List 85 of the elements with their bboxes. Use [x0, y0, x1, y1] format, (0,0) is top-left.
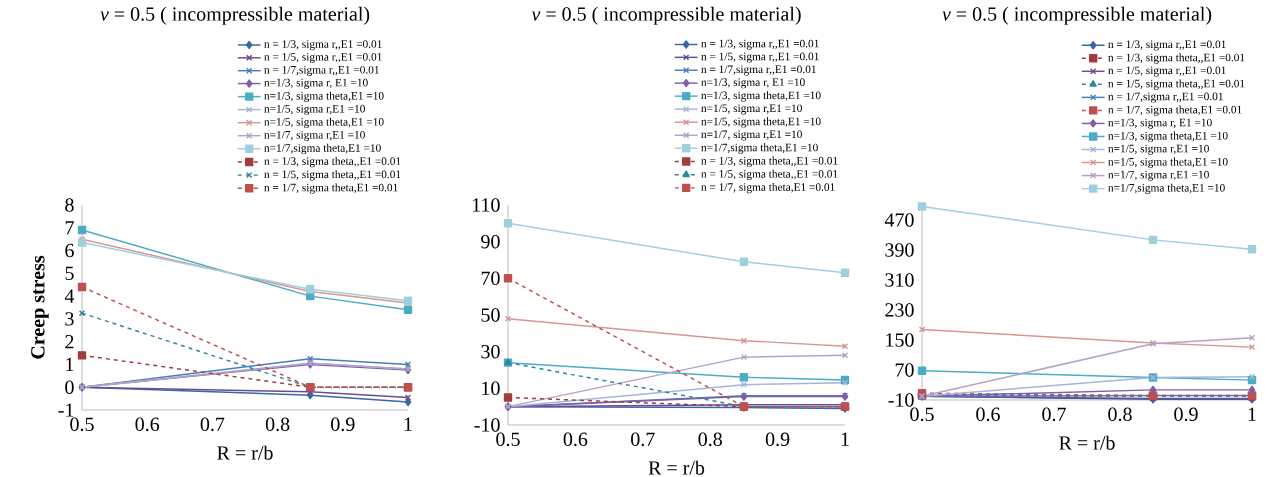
- x-tick-label: 0.8: [1108, 407, 1132, 422]
- x-tick-label: 0.6: [563, 432, 588, 447]
- x-tick-label: 0.7: [631, 432, 655, 447]
- legend-label: n = 1/5, sigma theta,,E1 =0.01: [264, 170, 401, 181]
- legend-label: n=1/3, sigma theta,E1 =10: [264, 91, 384, 102]
- legend-label: n=1/5, sigma theta,E1 =10: [264, 117, 384, 129]
- legend-label: n=1/5, sigma theta,E1 =10: [1108, 157, 1228, 168]
- legend-label: n=1/3, sigma r, E1 =10: [1108, 118, 1212, 129]
- x-axis-title: R = r/b: [217, 445, 273, 460]
- y-tick-label: 0: [65, 380, 74, 394]
- chart-title: v = 0.5 ( incompressible material): [100, 6, 370, 25]
- legend-label: n=1/7,sigma theta,E1 =10: [701, 143, 818, 154]
- y-axis-title: Creep stress: [31, 255, 49, 359]
- x-tick-label: 0.6: [976, 407, 1000, 422]
- legend-label: n=1/7,sigma theta,E1 =10: [264, 143, 381, 155]
- x-tick-label: 0.9: [1174, 407, 1198, 422]
- legend-label: n = 1/7, sigma theta,E1 =0.01: [701, 182, 835, 194]
- legend-label: n = 1/3, sigma r,,E1 =0.01: [264, 40, 382, 51]
- legend-label: n = 1/3, sigma theta,,E1 =0.01: [1108, 53, 1245, 64]
- x-axis-title: R = r/b: [648, 460, 705, 475]
- legend-label: n = 1/7,sigma r,,E1 =0.01: [264, 65, 379, 76]
- chart-title: v = 0.5 ( incompressible material): [531, 6, 801, 25]
- legend-label: n = 1/3, sigma r,,E1 =0.01: [701, 39, 819, 50]
- legend-label: n=1/5, sigma theta,E1 =10: [701, 117, 821, 128]
- legend-label: n=1/3, sigma theta,E1 =10: [1108, 131, 1228, 142]
- legend-label: n = 1/7, sigma theta,E1 =0.01: [264, 183, 398, 194]
- legend-label: n=1/7, sigma r,E1 =10: [1108, 170, 1209, 181]
- y-tick-label: 2: [65, 335, 74, 349]
- legend-label: n = 1/5, sigma theta,,E1 =0.01: [701, 169, 838, 181]
- y-tick-label: -10: [474, 418, 500, 432]
- x-tick-label: 0.5: [496, 432, 520, 447]
- legend-label: n = 1/5, sigma r,,E1 =0.01: [1108, 66, 1226, 77]
- x-tick-label: 1: [841, 432, 849, 446]
- legend-label: n=1/5, sigma r,E1 =10: [701, 104, 802, 115]
- x-tick-label: 0.5: [70, 417, 94, 432]
- x-tick-label: 1: [404, 417, 412, 431]
- legend-label: n=1/7, sigma r,E1 =10: [264, 130, 365, 141]
- y-tick-label: 7: [65, 221, 74, 235]
- x-tick-label: 0.7: [1042, 407, 1066, 422]
- y-tick-label: 4: [64, 289, 75, 303]
- legend-label: n = 1/5, sigma theta,,E1 =0.01: [1108, 79, 1245, 90]
- legend-label: n=1/3, sigma r, E1 =10: [701, 78, 805, 89]
- legend-label: n=1/7,sigma theta,E1 =10: [1108, 183, 1225, 194]
- x-tick-label: 0.7: [200, 417, 225, 432]
- legend-label: n = 1/7,sigma r,,E1 =0.01: [701, 65, 816, 76]
- y-tick-label: -10: [888, 393, 914, 407]
- y-tick-label: 310: [885, 273, 914, 287]
- y-tick-label: 230: [885, 303, 914, 317]
- x-tick-label: 1: [1248, 407, 1256, 421]
- y-tick-label: 30: [481, 344, 500, 359]
- y-tick-label: 390: [885, 243, 914, 257]
- x-tick-label: 0.9: [765, 432, 790, 447]
- legend-label: n = 1/7, sigma theta,E1 =0.01: [1108, 105, 1242, 116]
- legend-label: n = 1/3, sigma theta,,E1 =0.01: [264, 157, 401, 168]
- legend-label: n=1/3, sigma theta,E1 =10: [701, 91, 821, 102]
- y-tick-label: 110: [472, 198, 500, 212]
- legend-label: n=1/3, sigma r, E1 =10: [264, 78, 368, 89]
- legend-label: n = 1/3, sigma r,,E1 =0.01: [1108, 40, 1226, 51]
- y-tick-label: 1: [66, 357, 74, 372]
- legend-label: n = 1/5, sigma r,,E1 =0.01: [264, 53, 382, 64]
- x-tick-label: 0.8: [265, 417, 290, 432]
- x-tick-label: 0.8: [698, 432, 722, 447]
- y-tick-label: 150: [886, 333, 914, 347]
- y-tick-label: 3: [65, 312, 74, 326]
- y-tick-label: 70: [481, 271, 500, 286]
- y-tick-label: 10: [482, 381, 500, 396]
- legend-label: n=1/5, sigma r,E1 =10: [264, 104, 365, 115]
- y-tick-label: 70: [895, 363, 914, 377]
- y-tick-label: 6: [65, 243, 74, 258]
- y-tick-label: 470: [884, 213, 914, 227]
- x-tick-label: 0.5: [910, 407, 934, 422]
- legend-label: n=1/5, sigma r,E1 =10: [1108, 144, 1209, 155]
- legend-label: n = 1/3, sigma theta,,E1 =0.01: [701, 156, 838, 167]
- legend-label: n = 1/5, sigma r,,E1 =0.01: [701, 52, 819, 63]
- chart-title: v = 0.5 ( incompressible material): [942, 6, 1212, 25]
- y-tick-label: 90: [481, 234, 500, 249]
- y-tick-label: -1: [58, 403, 74, 417]
- y-tick-label: 5: [65, 266, 74, 280]
- x-tick-label: 0.6: [135, 417, 160, 432]
- x-tick-label: 0.9: [331, 417, 355, 432]
- y-tick-label: 8: [65, 198, 74, 212]
- y-tick-label: 50: [481, 308, 500, 322]
- x-axis-title: R = r/b: [1059, 435, 1115, 450]
- legend-label: n=1/7, sigma r,E1 =10: [701, 130, 802, 141]
- legend-label: n = 1/7,sigma r,,E1 =0.01: [1108, 92, 1223, 103]
